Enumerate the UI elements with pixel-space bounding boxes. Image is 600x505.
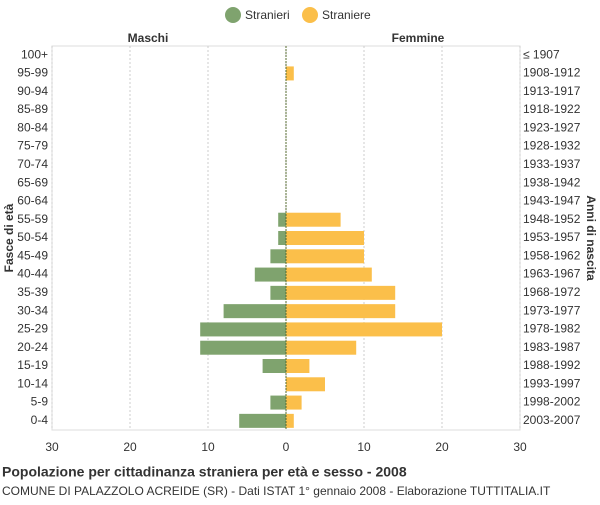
y2-tick-label: 1968-1972	[523, 285, 581, 299]
y-tick-label: 90-94	[17, 84, 48, 98]
y2-tick-label: 1953-1957	[523, 230, 581, 244]
y2-tick-label: ≤ 1907	[523, 47, 560, 61]
y-tick-label: 50-54	[17, 230, 48, 244]
y-tick-label: 20-24	[17, 340, 48, 354]
legend-swatch	[225, 7, 241, 23]
bar	[270, 249, 286, 264]
y-tick-label: 0-4	[31, 413, 49, 427]
y2-tick-label: 1938-1942	[523, 175, 581, 189]
chart-subtitle: COMUNE DI PALAZZOLO ACREIDE (SR) - Dati …	[2, 484, 551, 498]
bar	[254, 267, 286, 282]
y-tick-label: 25-29	[17, 322, 48, 336]
left-label: Maschi	[128, 31, 169, 45]
bar	[278, 231, 286, 245]
x-tick-label: 20	[435, 440, 449, 454]
bar	[262, 359, 286, 373]
bar	[223, 304, 286, 319]
bar	[286, 66, 294, 81]
x-tick-label: 10	[357, 440, 371, 454]
bar	[239, 413, 286, 428]
y-tick-label: 45-49	[17, 248, 48, 262]
bar	[286, 359, 310, 373]
y-tick-label: 55-59	[17, 212, 48, 226]
y2-tick-label: 1958-1962	[523, 248, 581, 262]
bar	[270, 395, 286, 410]
y2-tick-label: 1913-1917	[523, 84, 581, 98]
y2-tick-label: 1998-2002	[523, 395, 581, 409]
right-label: Femmine	[392, 31, 445, 45]
y-tick-label: 65-69	[17, 175, 48, 189]
y-tick-label: 10-14	[17, 376, 48, 390]
y2-tick-label: 1948-1952	[523, 212, 581, 226]
y-tick-label: 60-64	[17, 194, 48, 208]
legend-swatch	[302, 7, 318, 23]
bar	[286, 231, 364, 245]
x-tick-label: 0	[283, 440, 290, 454]
y2-tick-label: 1918-1922	[523, 102, 581, 116]
bar	[286, 285, 396, 300]
y-tick-label: 80-84	[17, 120, 48, 134]
y2-tick-label: 1993-1997	[523, 376, 581, 390]
bar	[278, 212, 286, 227]
y-tick-label: 5-9	[31, 395, 49, 409]
y2-tick-label: 1988-1992	[523, 358, 581, 372]
bar	[286, 304, 396, 319]
y2-axis-label: Anni di nascita	[584, 195, 598, 281]
y-tick-label: 30-34	[17, 303, 48, 317]
y2-tick-label: 1943-1947	[523, 194, 581, 208]
x-tick-label: 20	[123, 440, 137, 454]
y2-tick-label: 1963-1967	[523, 267, 581, 281]
bar	[200, 322, 286, 337]
y2-tick-label: 1978-1982	[523, 322, 581, 336]
bar	[286, 322, 442, 337]
y-axis-label: Fasce di età	[2, 203, 16, 272]
y2-tick-label: 1973-1977	[523, 303, 581, 317]
bar	[286, 395, 302, 410]
bar	[286, 249, 364, 264]
legend-label: Straniere	[322, 8, 371, 22]
y2-tick-label: 1908-1912	[523, 66, 581, 80]
legend-label: Stranieri	[245, 8, 290, 22]
bar	[286, 377, 325, 392]
y2-tick-label: 2003-2007	[523, 413, 581, 427]
y2-tick-label: 1933-1937	[523, 157, 581, 171]
bar	[286, 212, 341, 227]
y-tick-label: 75-79	[17, 139, 48, 153]
bar	[270, 285, 286, 300]
x-tick-label: 10	[201, 440, 215, 454]
y-tick-label: 15-19	[17, 358, 48, 372]
y2-tick-label: 1928-1932	[523, 139, 581, 153]
y-tick-label: 40-44	[17, 267, 48, 281]
y-tick-label: 35-39	[17, 285, 48, 299]
x-tick-label: 30	[45, 440, 59, 454]
y-tick-label: 85-89	[17, 102, 48, 116]
bar	[286, 340, 357, 355]
y-tick-label: 70-74	[17, 157, 48, 171]
y2-tick-label: 1983-1987	[523, 340, 581, 354]
bar	[286, 413, 294, 428]
y2-tick-label: 1923-1927	[523, 120, 581, 134]
chart-title: Popolazione per cittadinanza straniera p…	[2, 464, 407, 480]
x-tick-label: 30	[513, 440, 527, 454]
y-tick-label: 100+	[21, 47, 48, 61]
y-tick-label: 95-99	[17, 66, 48, 80]
bar	[200, 340, 286, 355]
bar	[286, 267, 372, 282]
